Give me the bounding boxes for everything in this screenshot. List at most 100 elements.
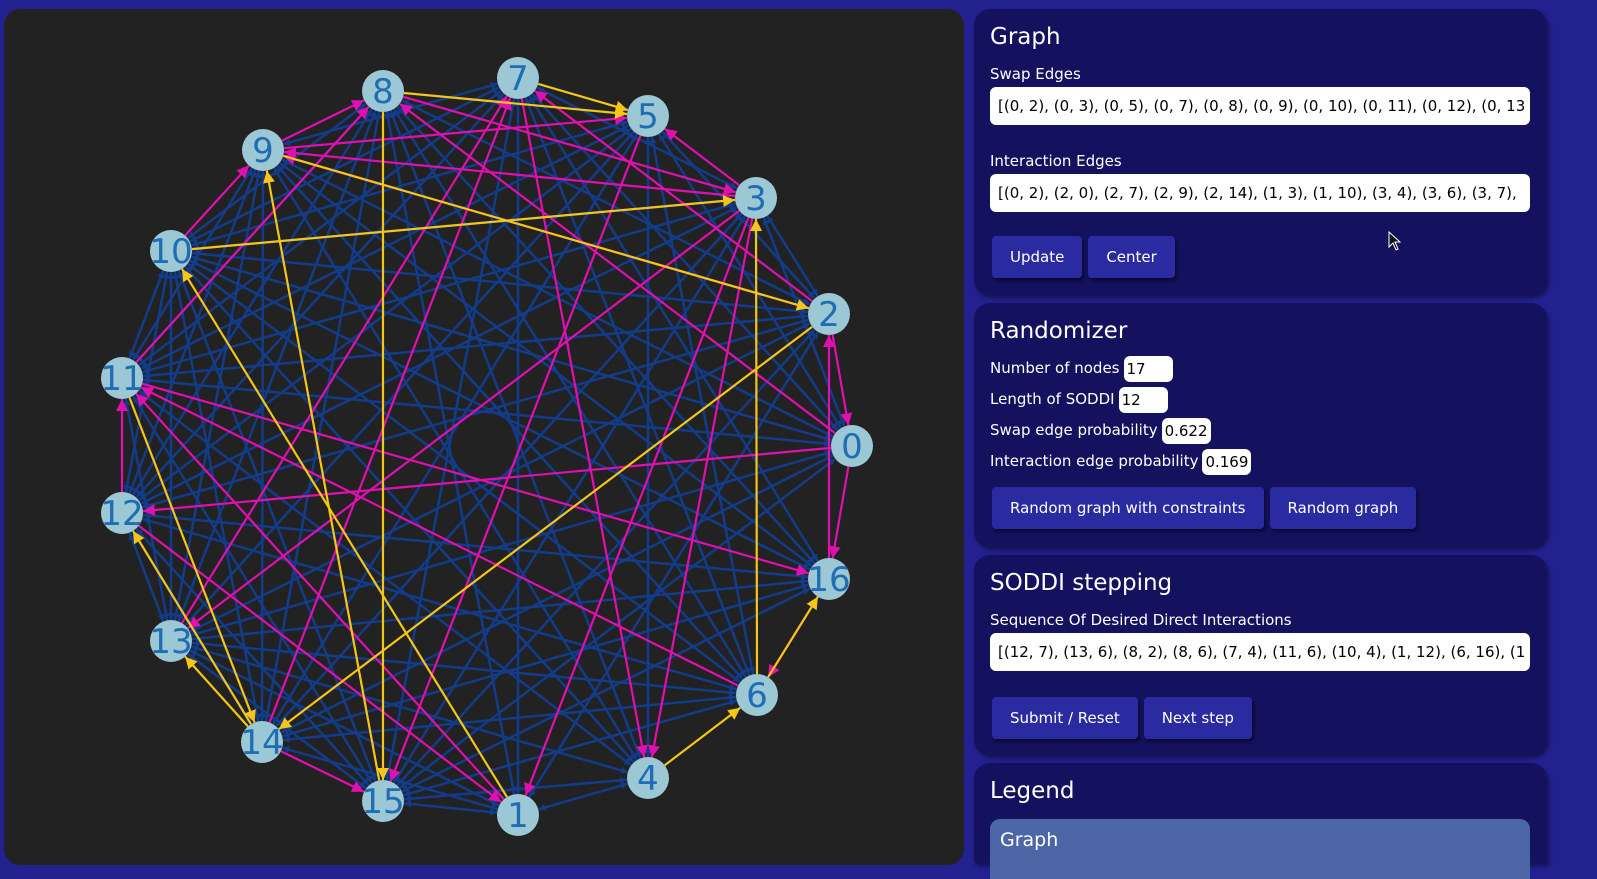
node-2[interactable]: 2: [808, 293, 850, 335]
node-circle[interactable]: [627, 757, 669, 799]
edge-11-14: [128, 397, 256, 723]
length-of-soddi-label: Length of SODDI: [990, 390, 1115, 408]
legend-card: Legend Graph: [974, 763, 1547, 879]
interaction-probability-label: Interaction edge probability: [990, 452, 1199, 470]
randomizer-title: Randomizer: [990, 318, 1128, 344]
node-10[interactable]: 10: [149, 230, 193, 272]
update-button[interactable]: Update: [992, 236, 1083, 278]
node-circle[interactable]: [362, 780, 404, 822]
node-label: 5: [637, 97, 659, 137]
interaction-edges-label: Interaction Edges: [990, 152, 1122, 170]
center-button[interactable]: Center: [1088, 236, 1175, 278]
node-label: 6: [746, 676, 768, 716]
submit-reset-button[interactable]: Submit / Reset: [992, 697, 1138, 739]
node-circle[interactable]: [831, 425, 873, 467]
edge-8-13: [177, 110, 377, 622]
edge-8-3: [402, 95, 737, 195]
node-11[interactable]: 11: [100, 357, 144, 399]
edge-1-11: [135, 392, 505, 801]
node-circle[interactable]: [362, 70, 404, 112]
node-6[interactable]: 6: [736, 674, 778, 716]
node-12[interactable]: 12: [100, 492, 144, 534]
node-circle[interactable]: [101, 357, 143, 399]
node-label: 3: [745, 179, 767, 219]
edge-14-15: [280, 750, 365, 793]
node-label: 0: [841, 427, 863, 467]
interaction-edges-input[interactable]: [(0, 2), (2, 0), (2, 7), (2, 9), (2, 14)…: [990, 174, 1530, 212]
node-14[interactable]: 14: [240, 721, 284, 763]
node-3[interactable]: 3: [735, 177, 777, 219]
node-circle[interactable]: [808, 293, 850, 335]
edge-6-11: [140, 386, 739, 687]
next-step-button[interactable]: Next step: [1143, 697, 1252, 739]
edge-11-8: [135, 105, 370, 364]
node-label: 9: [252, 131, 274, 171]
node-circle[interactable]: [242, 129, 284, 171]
node-13[interactable]: 13: [149, 620, 193, 662]
node-label: 14: [240, 723, 283, 763]
swap-edges-input[interactable]: [(0, 2), (0, 3), (0, 5), (0, 7), (0, 8),…: [990, 87, 1530, 125]
edge-2-0: [831, 334, 853, 426]
node-circle[interactable]: [150, 620, 192, 662]
edge-6-16: [767, 596, 819, 678]
number-of-nodes-row: Number of nodes 17: [990, 355, 1531, 386]
swap-probability-input[interactable]: 0.622: [1161, 417, 1211, 444]
random-graph-with-constraints-button[interactable]: Random graph with constraints: [992, 487, 1264, 529]
edge-7-4: [520, 98, 648, 758]
node-circle[interactable]: [241, 721, 283, 763]
node-8[interactable]: 8: [362, 70, 404, 112]
node-0[interactable]: 0: [831, 425, 873, 467]
node-7[interactable]: 7: [497, 57, 539, 99]
length-of-soddi-input[interactable]: 12: [1118, 386, 1168, 413]
node-16[interactable]: 16: [807, 558, 851, 600]
node-circle[interactable]: [101, 492, 143, 534]
edge-10-16: [189, 259, 811, 571]
edge-3-4: [648, 218, 754, 758]
interaction-probability-input[interactable]: 0.169: [1202, 448, 1252, 475]
node-circle[interactable]: [735, 177, 777, 219]
node-circle[interactable]: [627, 95, 669, 137]
node-label: 16: [807, 560, 850, 600]
legend-graph-header: Graph: [990, 819, 1530, 879]
node-label: 4: [637, 759, 659, 799]
node-circle[interactable]: [736, 674, 778, 716]
node-1[interactable]: 1: [497, 794, 539, 836]
edge-4-11: [137, 389, 633, 767]
edge-9-8: [281, 99, 365, 142]
node-circle[interactable]: [808, 558, 850, 600]
node-circle[interactable]: [497, 57, 539, 99]
edge-0-8: [399, 102, 836, 435]
soddi-card: SODDI stepping Sequence Of Desired Direc…: [974, 555, 1547, 755]
edge-3-5: [664, 127, 740, 187]
edge-0-15: [398, 457, 837, 790]
edge-3-1: [524, 217, 750, 796]
node-9[interactable]: 9: [242, 129, 284, 171]
graph-canvas[interactable]: 0 1 2 3 4 5 6 7 8 9 10 11 12 13 14 15 16: [4, 9, 964, 865]
randomizer-card: Randomizer Number of nodes 17 Length of S…: [974, 303, 1547, 547]
graph-card-title: Graph: [990, 24, 1061, 50]
edge-14-12: [132, 530, 252, 725]
edge-9-2: [282, 154, 810, 311]
node-label: 10: [149, 232, 192, 272]
number-of-nodes-input[interactable]: 17: [1123, 355, 1173, 382]
node-15[interactable]: 15: [361, 780, 405, 822]
edge-8-5: [403, 91, 628, 119]
node-label: 2: [818, 295, 840, 335]
node-4[interactable]: 4: [627, 757, 669, 799]
edge-10-9: [184, 164, 250, 237]
edge-9-14: [258, 170, 267, 722]
edge-3-13: [187, 209, 740, 630]
random-graph-button[interactable]: Random graph: [1269, 487, 1417, 529]
edge-9-5: [283, 112, 628, 150]
soddi-sequence-label: Sequence Of Desired Direct Interactions: [990, 611, 1292, 629]
node-circle[interactable]: [497, 794, 539, 836]
node-label: 12: [100, 494, 143, 534]
node-label: 7: [507, 59, 529, 99]
edge-14-7: [268, 97, 512, 723]
node-5[interactable]: 5: [627, 95, 669, 137]
mouse-cursor-icon: [1388, 231, 1402, 251]
edge-7-5: [537, 82, 629, 113]
soddi-sequence-input[interactable]: [(12, 7), (13, 6), (8, 2), (8, 6), (7, 4…: [990, 633, 1530, 671]
node-circle[interactable]: [150, 230, 192, 272]
